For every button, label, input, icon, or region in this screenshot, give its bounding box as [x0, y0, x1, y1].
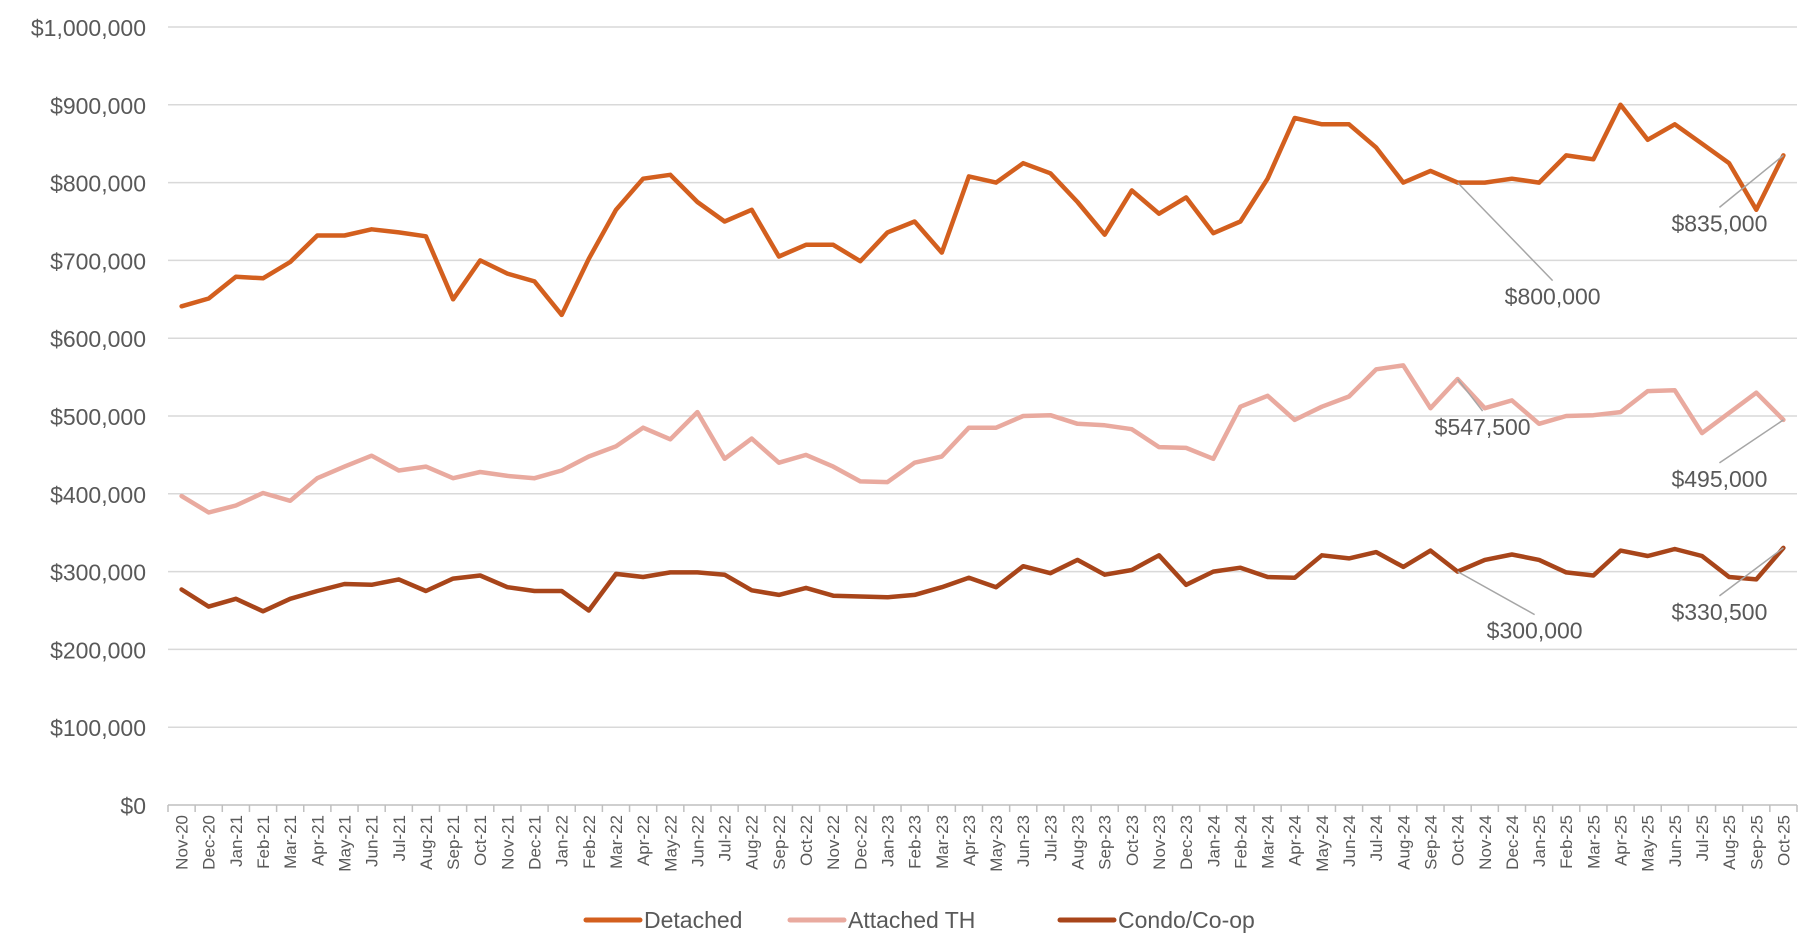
x-tick-label: Jun-21 — [363, 815, 382, 867]
x-tick-label: Jan-25 — [1530, 815, 1549, 867]
annotation-leader-line — [1457, 570, 1535, 616]
x-tick-label: Feb-23 — [906, 815, 925, 869]
x-tick-label: Oct-22 — [797, 815, 816, 866]
y-tick-label: $100,000 — [50, 715, 146, 741]
annotation-label: $330,500 — [1671, 599, 1767, 625]
x-tick-label: Jan-23 — [878, 815, 897, 867]
legend: Detached Attached TH Condo/Co-op — [583, 907, 1255, 933]
x-tick-label: Apr-21 — [308, 815, 327, 866]
x-tick-label: Aug-21 — [417, 815, 436, 870]
x-tick-label: Jul-22 — [716, 815, 735, 861]
y-tick-label: $700,000 — [50, 248, 146, 274]
x-tick-label: Apr-23 — [960, 815, 979, 866]
x-tick-label: Oct-21 — [471, 815, 490, 866]
legend-label: Condo/Co-op — [1118, 907, 1255, 933]
annotation-leader-line — [1457, 182, 1554, 282]
x-tick-label: Apr-24 — [1286, 815, 1305, 866]
x-tick-label: Feb-22 — [580, 815, 599, 869]
y-tick-label: $1,000,000 — [31, 15, 146, 41]
x-tick-label: Nov-22 — [824, 815, 843, 870]
annotations: $800,000 $835,000 $547,500 $495,000 $300,000… — [1435, 154, 1784, 644]
x-tick-label: Jul-24 — [1367, 815, 1386, 861]
x-tick-label: Mar-24 — [1259, 815, 1278, 869]
y-tick-label: $400,000 — [50, 482, 146, 508]
x-tick-label: Jun-25 — [1666, 815, 1685, 867]
x-tick-label: Feb-24 — [1231, 815, 1250, 869]
x-tick-label: Dec-24 — [1503, 815, 1522, 870]
x-tick-label: Sep-21 — [444, 815, 463, 870]
series-lines — [179, 102, 1786, 614]
annotation-label: $495,000 — [1671, 466, 1767, 492]
series-line-detached — [179, 102, 1786, 318]
x-tick-label: Sep-24 — [1421, 815, 1440, 870]
x-tick-label: Mar-25 — [1584, 815, 1603, 869]
annotation-label: $547,500 — [1435, 414, 1531, 440]
x-tick-label: May-24 — [1313, 815, 1332, 872]
y-tick-label: $600,000 — [50, 326, 146, 352]
x-tick-label: Jul-21 — [390, 815, 409, 861]
x-tick-label: Dec-23 — [1177, 815, 1196, 870]
y-tick-label: $800,000 — [50, 171, 146, 197]
annotation-label: $835,000 — [1671, 210, 1767, 236]
legend-label: Detached — [644, 907, 742, 933]
annotation-leader-line — [1719, 419, 1784, 464]
x-tick-label: Jun-23 — [1014, 815, 1033, 867]
x-tick-label: Oct-24 — [1449, 815, 1468, 866]
x-tick-label: Sep-25 — [1747, 815, 1766, 870]
y-tick-label: $900,000 — [50, 93, 146, 119]
x-tick-label: Mar-22 — [607, 815, 626, 869]
x-tick-label: Dec-22 — [851, 815, 870, 870]
x-tick-label: Jul-25 — [1693, 815, 1712, 861]
x-tick-label: Jan-21 — [227, 815, 246, 867]
x-tick-label: Mar-23 — [933, 815, 952, 869]
x-tick-label: May-23 — [987, 815, 1006, 872]
x-tick-label: Sep-23 — [1096, 815, 1115, 870]
y-tick-label: $300,000 — [50, 560, 146, 586]
x-tick-label: Mar-21 — [281, 815, 300, 869]
annotation-label: $800,000 — [1505, 284, 1601, 310]
annotation-leader-line — [1457, 378, 1484, 412]
x-tick-label: Feb-21 — [254, 815, 273, 869]
x-tick-label: May-22 — [661, 815, 680, 872]
x-tick-label: Apr-25 — [1612, 815, 1631, 866]
y-tick-label: $0 — [120, 793, 146, 819]
y-tick-label: $500,000 — [50, 404, 146, 430]
x-tick-label: Aug-25 — [1720, 815, 1739, 870]
annotation-label: $300,000 — [1487, 618, 1583, 644]
x-tick-label: May-25 — [1639, 815, 1658, 872]
x-tick-label: Apr-22 — [634, 815, 653, 866]
x-tick-label: Sep-22 — [770, 815, 789, 870]
x-tick-label: Aug-22 — [743, 815, 762, 870]
y-tick-label: $200,000 — [50, 637, 146, 663]
series-line-attached-th — [179, 363, 1786, 515]
x-tick-label: Nov-23 — [1150, 815, 1169, 870]
annotation-leader-line — [1718, 154, 1784, 208]
x-tick-label: Nov-24 — [1476, 815, 1495, 870]
x-tick-label: Oct-23 — [1123, 815, 1142, 866]
x-tick-label: Nov-20 — [173, 815, 192, 870]
x-tick-label: Dec-20 — [200, 815, 219, 870]
x-axis: Nov-20 Dec-20 Jan-21 Feb-21 Mar-21 Apr-21 May-… — [167, 804, 1798, 872]
x-tick-label: May-21 — [335, 815, 354, 872]
series-line-condo-co-op — [179, 545, 1786, 614]
x-tick-label: Jun-22 — [688, 815, 707, 867]
y-axis: $0 $100,000 $200,000 $300,000 $400,000 $500,0… — [31, 15, 146, 819]
x-tick-label: Jun-24 — [1340, 815, 1359, 867]
annotation-leader-line — [1718, 547, 1784, 597]
x-tick-label: Aug-24 — [1394, 815, 1413, 870]
x-tick-label: Dec-21 — [526, 815, 545, 870]
x-tick-label: Aug-23 — [1069, 815, 1088, 870]
x-tick-label: Jul-23 — [1041, 815, 1060, 861]
x-tick-label: Feb-25 — [1557, 815, 1576, 869]
legend-label: Attached TH — [848, 907, 975, 933]
x-tick-label: Jan-22 — [553, 815, 572, 867]
gridlines — [168, 26, 1797, 728]
x-tick-label: Nov-21 — [498, 815, 517, 870]
x-tick-label: Jan-24 — [1204, 815, 1223, 867]
x-tick-label: Oct-25 — [1774, 815, 1793, 866]
